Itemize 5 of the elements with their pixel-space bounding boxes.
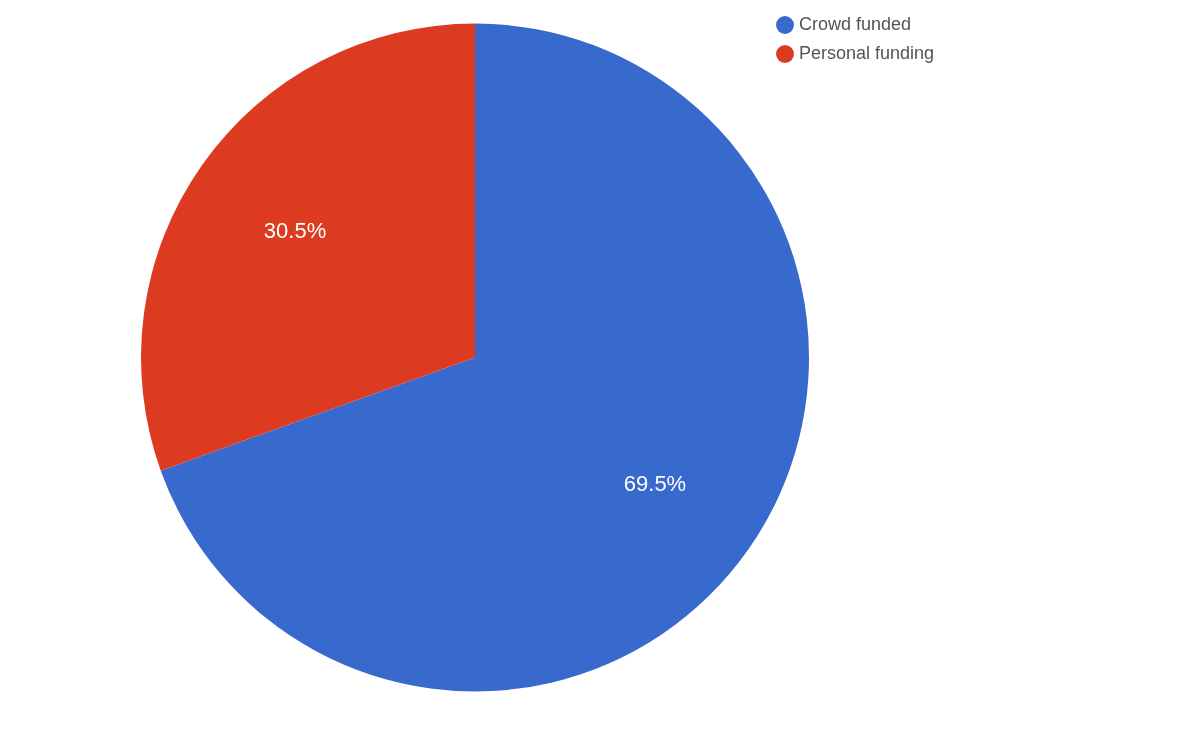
legend-label: Crowd funded [799, 14, 912, 34]
legend-label: Personal funding [799, 43, 935, 63]
pie-slice [141, 23, 475, 471]
data-label: 69.5% [623, 471, 687, 496]
data-label: 30.5% [263, 218, 327, 243]
